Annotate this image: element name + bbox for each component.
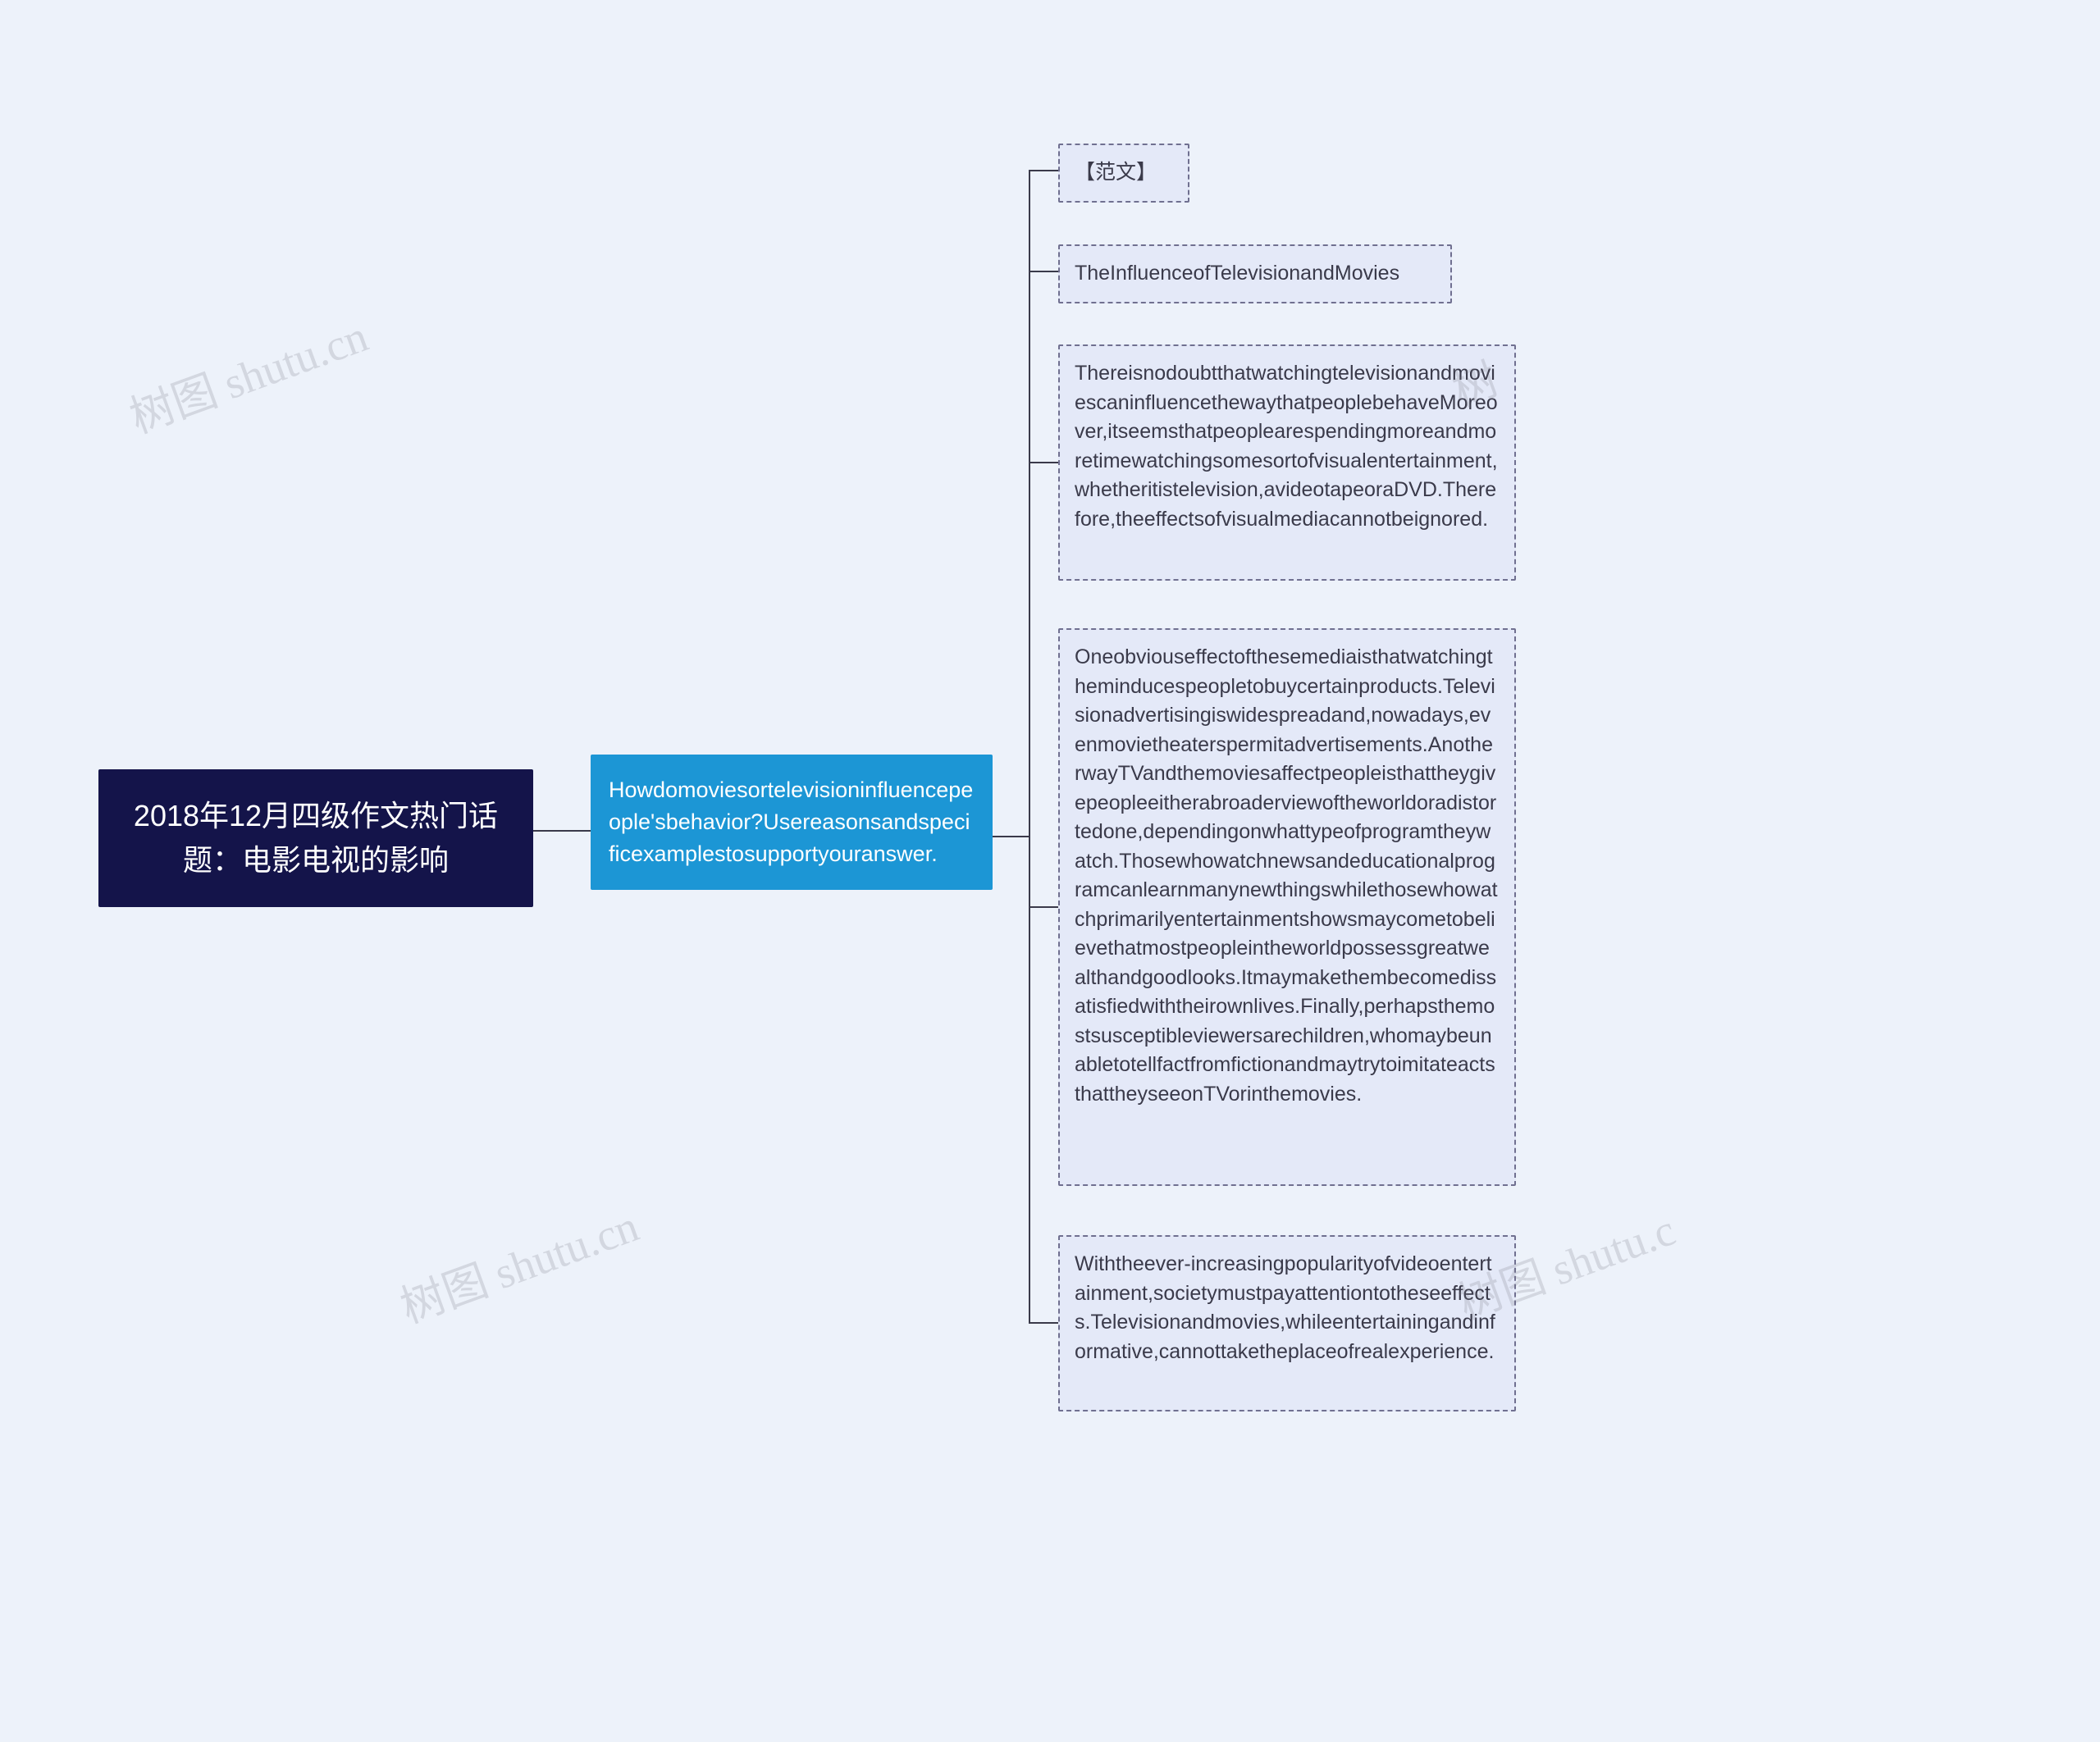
leaf-node-text: TheInfluenceofTelevisionandMovies <box>1075 262 1399 285</box>
leaf-node-text: 【范文】 <box>1075 161 1157 184</box>
level1-node-text: Howdomoviesortelevisioninfluencepeople's… <box>609 778 973 866</box>
leaf-node[interactable]: Thereisnodoubtthatwatchingtelevisionandm… <box>1058 344 1516 581</box>
watermark: 树图 shutu.cn <box>120 300 376 446</box>
leaf-node-text: Withtheever-increasingpopularityofvideoe… <box>1075 1252 1495 1363</box>
mindmap-canvas: 2018年12月四级作文热门话题：电影电视的影响 Howdomoviesorte… <box>0 0 2100 1742</box>
level1-node[interactable]: Howdomoviesortelevisioninfluencepeople's… <box>591 755 993 890</box>
watermark: 树图 shutu.cn <box>390 1190 646 1336</box>
leaf-node-text: Oneobviouseffectofthesemediaisthatwatchi… <box>1075 645 1498 1106</box>
leaf-node[interactable]: Withtheever-increasingpopularityofvideoe… <box>1058 1235 1516 1411</box>
leaf-node-text: Thereisnodoubtthatwatchingtelevisionandm… <box>1075 362 1498 531</box>
leaf-node[interactable]: Oneobviouseffectofthesemediaisthatwatchi… <box>1058 628 1516 1186</box>
root-node[interactable]: 2018年12月四级作文热门话题：电影电视的影响 <box>98 769 533 907</box>
leaf-node[interactable]: 【范文】 <box>1058 144 1189 203</box>
root-node-text: 2018年12月四级作文热门话题：电影电视的影响 <box>134 799 498 877</box>
leaf-node[interactable]: TheInfluenceofTelevisionandMovies <box>1058 244 1452 303</box>
